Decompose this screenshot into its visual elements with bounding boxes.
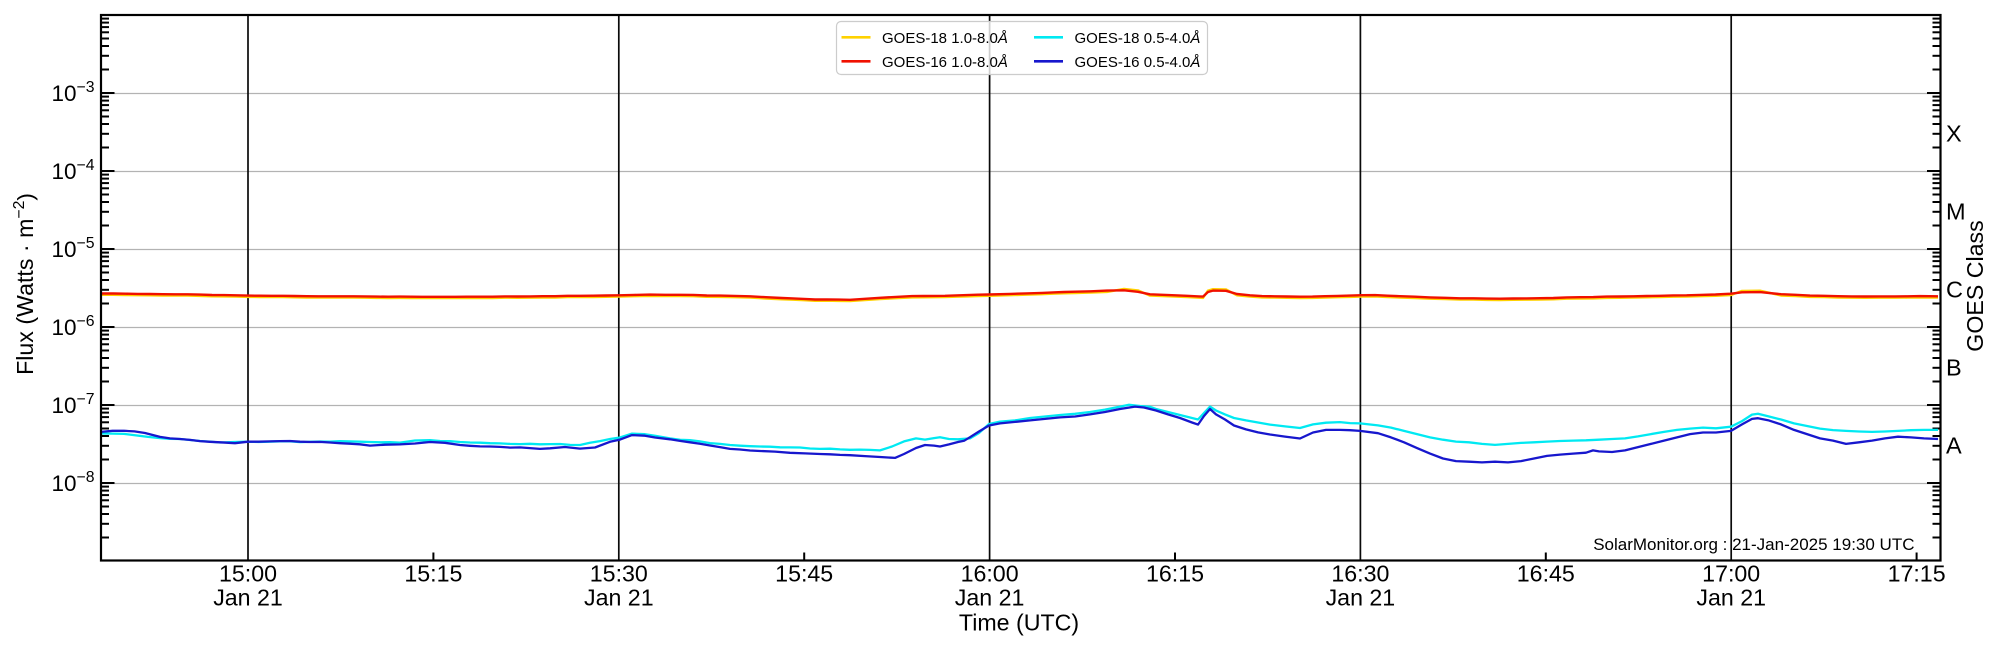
svg-text:X: X (1946, 120, 1962, 146)
svg-text:10−5: 10−5 (51, 235, 94, 262)
svg-text:Jan 21: Jan 21 (955, 584, 1025, 610)
svg-text:17:00: 17:00 (1702, 561, 1760, 587)
svg-text:15:30: 15:30 (590, 561, 648, 587)
svg-text:GOES-18 0.5-4.0Å: GOES-18 0.5-4.0Å (1075, 30, 1201, 47)
svg-text:Jan 21: Jan 21 (213, 584, 283, 610)
svg-text:15:15: 15:15 (404, 561, 462, 587)
svg-text:Jan 21: Jan 21 (584, 584, 654, 610)
svg-text:GOES-18 1.0-8.0Å: GOES-18 1.0-8.0Å (882, 30, 1008, 47)
svg-text:GOES-16 0.5-4.0Å: GOES-16 0.5-4.0Å (1075, 54, 1201, 71)
svg-text:SolarMonitor.org : 21-Jan-2025: SolarMonitor.org : 21-Jan-2025 19:30 UTC (1593, 535, 1914, 554)
svg-text:16:00: 16:00 (961, 561, 1019, 587)
svg-text:15:00: 15:00 (219, 561, 277, 587)
svg-text:Jan 21: Jan 21 (1696, 584, 1766, 610)
svg-text:Jan 21: Jan 21 (1326, 584, 1396, 610)
svg-text:Time (UTC): Time (UTC) (959, 610, 1079, 636)
svg-text:Flux (Watts · m−2): Flux (Watts · m−2) (11, 193, 38, 375)
svg-text:M: M (1946, 198, 1966, 224)
svg-text:16:15: 16:15 (1146, 561, 1204, 587)
svg-text:C: C (1946, 276, 1963, 302)
svg-text:17:15: 17:15 (1888, 561, 1946, 587)
svg-text:A: A (1946, 432, 1962, 458)
svg-text:GOES Class: GOES Class (1962, 220, 1988, 351)
svg-text:16:30: 16:30 (1331, 561, 1389, 587)
svg-text:16:45: 16:45 (1517, 561, 1575, 587)
svg-text:15:45: 15:45 (775, 561, 833, 587)
svg-text:GOES-16 1.0-8.0Å: GOES-16 1.0-8.0Å (882, 54, 1008, 71)
svg-text:B: B (1946, 354, 1962, 380)
